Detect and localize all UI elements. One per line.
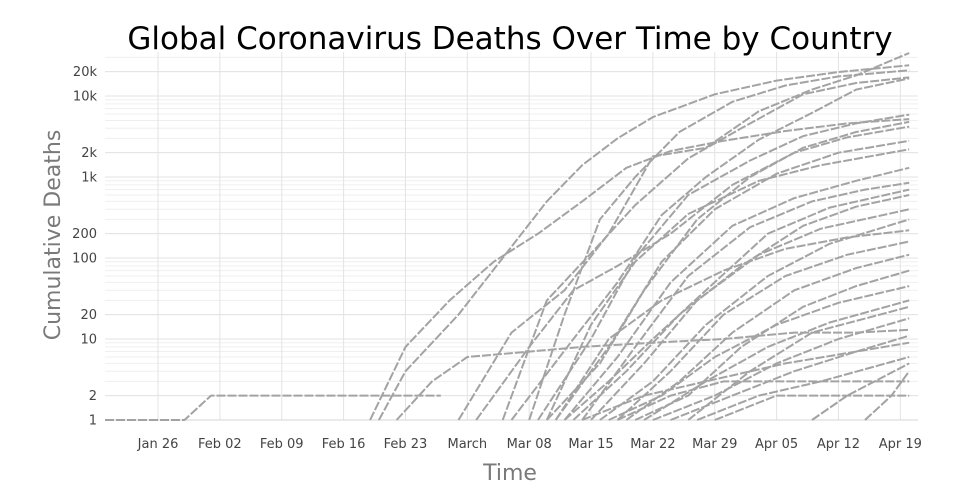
x-tick-label: Mar 22 xyxy=(630,437,675,452)
series-line-1 xyxy=(105,394,441,421)
series-line-2 xyxy=(378,64,910,421)
y-tick-labels: 1 2 10 20 100 200 1k 2k 10k 20k xyxy=(72,65,97,428)
x-axis-title: Time xyxy=(482,461,537,486)
y-tick-label: 1 xyxy=(89,414,97,429)
x-tick-label: Mar 29 xyxy=(692,437,737,452)
y-tick-label: 10k xyxy=(73,90,98,105)
series-lines xyxy=(105,52,911,421)
series-line-13 xyxy=(545,148,910,421)
series-line-22 xyxy=(625,253,910,421)
x-tick-label: Feb 16 xyxy=(322,437,366,452)
series-line-27 xyxy=(670,334,910,421)
y-tick-label: 2k xyxy=(81,146,97,161)
x-tick-label: Feb 09 xyxy=(260,437,304,452)
x-tick-label: Apr 12 xyxy=(817,437,860,452)
series-line-17 xyxy=(563,188,910,421)
x-tick-label: Apr 05 xyxy=(755,437,798,452)
x-tick-label: Feb 23 xyxy=(384,437,428,452)
series-line-28 xyxy=(581,341,910,421)
series-line-3 xyxy=(369,118,910,421)
major-gridlines xyxy=(105,52,918,421)
series-line-8 xyxy=(475,125,910,421)
series-line-15 xyxy=(581,181,910,421)
series-line-4 xyxy=(528,69,910,421)
series-line-16 xyxy=(572,194,910,421)
x-tick-label: Feb 02 xyxy=(198,437,242,452)
y-tick-label: 200 xyxy=(72,227,97,242)
series-line-20 xyxy=(554,229,910,421)
series-line-21 xyxy=(616,240,910,421)
x-tick-labels: Jan 26 Feb 02 Feb 09 Feb 16 Feb 23 March Mar 0… xyxy=(137,437,922,452)
series-line-29 xyxy=(696,356,910,421)
series-line-31 xyxy=(714,394,910,421)
series-line-25 xyxy=(643,299,910,421)
series-line-9 xyxy=(537,113,910,421)
series-line-14 xyxy=(563,166,910,421)
y-tick-label: 2 xyxy=(89,389,97,404)
series-line-18 xyxy=(590,208,910,421)
x-tick-label: March xyxy=(447,437,487,452)
series-line-30 xyxy=(617,380,910,421)
x-tick-label: Mar 08 xyxy=(507,437,552,452)
y-tick-label: 1k xyxy=(81,171,97,186)
y-tick-label: 20k xyxy=(73,65,98,80)
series-line-11 xyxy=(395,328,910,421)
x-tick-label: Jan 26 xyxy=(137,437,179,452)
y-tick-label: 100 xyxy=(72,252,97,267)
x-tick-label: Mar 15 xyxy=(568,437,613,452)
x-tick-label: Apr 19 xyxy=(879,437,922,452)
series-line-5 xyxy=(457,52,910,421)
y-tick-label: 10 xyxy=(80,333,97,348)
series-line-19 xyxy=(599,218,910,421)
series-line-32 xyxy=(811,362,910,421)
y-axis-title: Cumulative Deaths xyxy=(41,130,66,341)
series-line-7 xyxy=(510,77,910,421)
y-tick-label: 20 xyxy=(80,308,97,323)
series-line-6 xyxy=(501,76,910,421)
series-line-12 xyxy=(554,139,910,421)
chart-title: Global Coronavirus Deaths Over Time by C… xyxy=(127,21,892,57)
series-line-24 xyxy=(608,285,910,421)
series-line-26 xyxy=(652,317,910,421)
series-line-10 xyxy=(546,120,910,421)
series-line-34 xyxy=(687,305,910,421)
series-line-33 xyxy=(864,370,911,421)
